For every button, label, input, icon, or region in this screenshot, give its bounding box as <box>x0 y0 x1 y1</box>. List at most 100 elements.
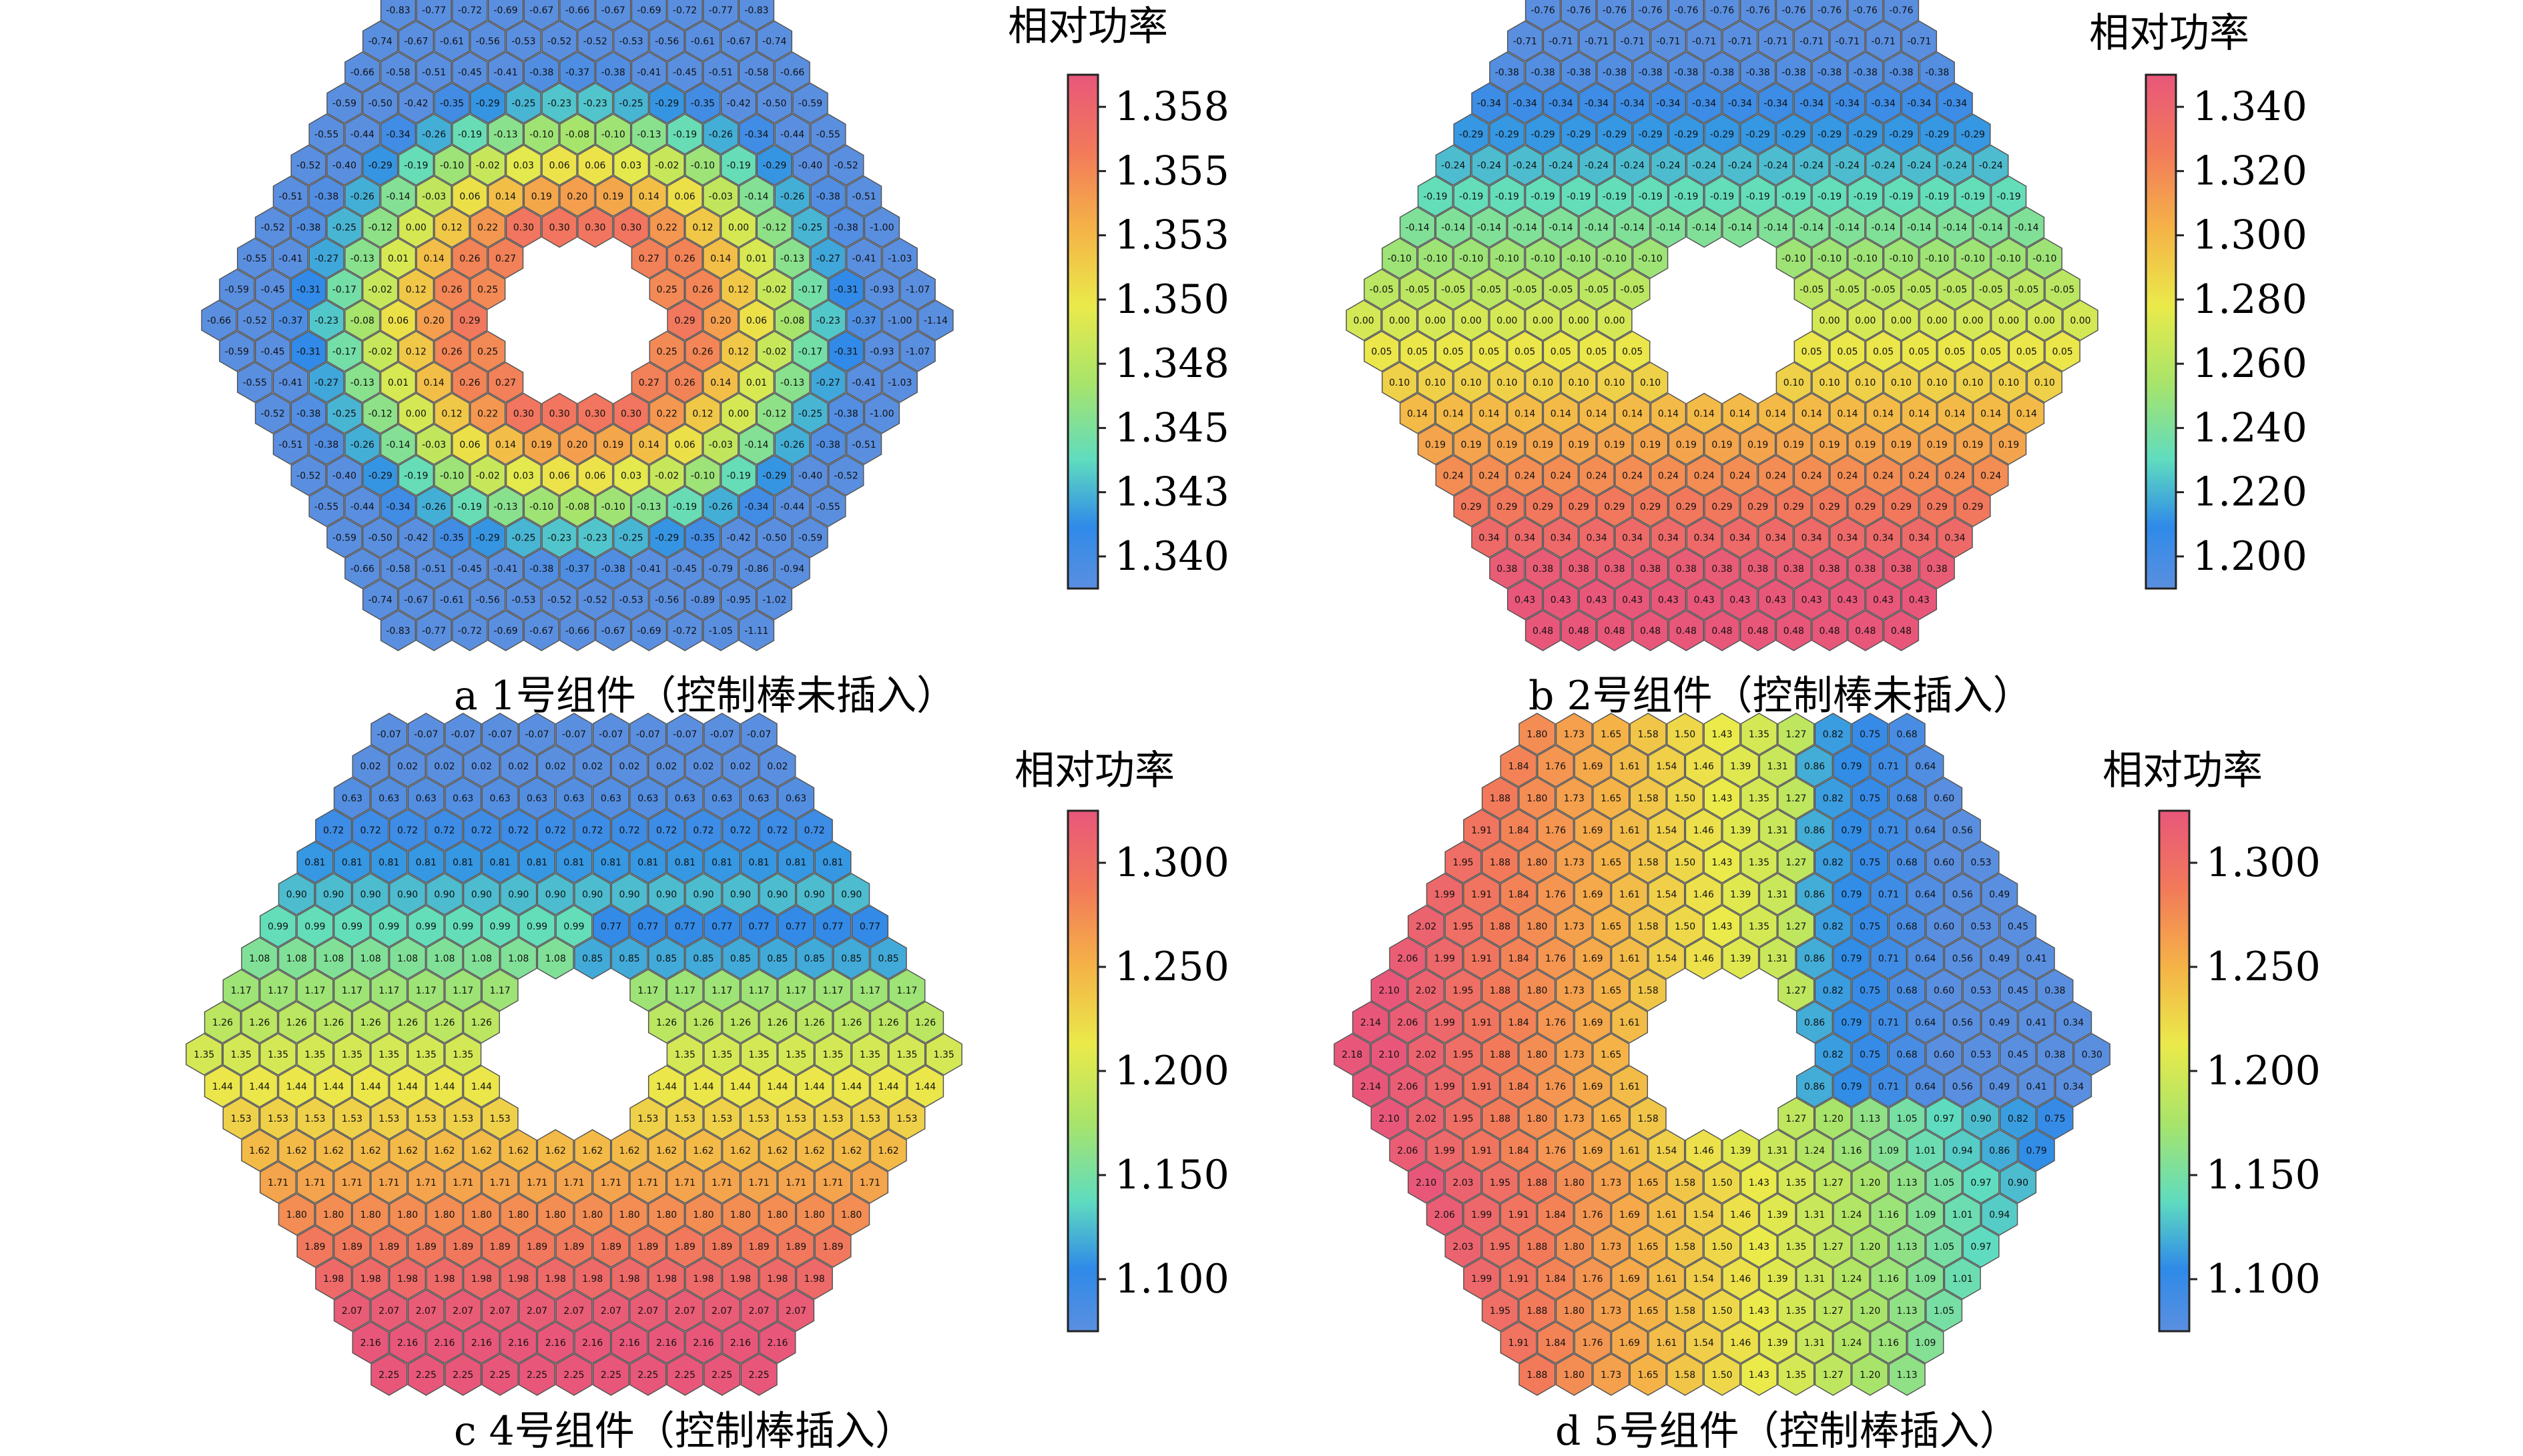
hex-cell-label: 2.25 <box>712 1370 732 1381</box>
hex-cell-label: 1.91 <box>1508 1274 1529 1285</box>
hex-cell <box>1489 51 1525 93</box>
hex-cell <box>685 20 721 62</box>
hex-cell-label: -0.38 <box>1854 67 1878 78</box>
hex-cell-label: -0.52 <box>547 37 571 47</box>
hex-cell-label: 0.38 <box>1891 564 1912 575</box>
hex-cell-label: 1.35 <box>1785 1370 1806 1381</box>
hex-cell <box>1793 392 1830 434</box>
hex-cell <box>1901 20 1938 62</box>
hex-cell-label: -0.10 <box>1961 254 1985 264</box>
hex-cell-label: -0.05 <box>1907 285 1931 296</box>
hex-cell <box>1793 144 1830 186</box>
hex-cell-label: -0.76 <box>1603 5 1627 16</box>
hex-cell <box>906 1001 944 1044</box>
hex-cell-label: 1.62 <box>767 1146 788 1156</box>
hex-cell-label: 0.06 <box>459 440 480 450</box>
hex-cell-label: 0.00 <box>1891 316 1912 326</box>
hex-cell-label: -0.19 <box>404 471 428 482</box>
hex-cell <box>722 1001 760 1044</box>
hex-cell-label: 0.22 <box>657 409 677 420</box>
hex-cell <box>777 841 815 883</box>
hex-cell <box>1561 113 1597 155</box>
hex-cell-label: 2.07 <box>416 1306 437 1317</box>
hex-cell <box>416 548 452 589</box>
hex-cell-label: 1.91 <box>1471 1082 1492 1092</box>
hex-cell-label: 0.14 <box>1765 409 1786 420</box>
hex-cell <box>1453 238 1489 279</box>
hex-cell-label: 1.39 <box>1730 761 1751 772</box>
hex-cell-label: -0.17 <box>798 285 822 296</box>
hex-cell-label: 1.46 <box>1730 1274 1751 1285</box>
hex-cell <box>1937 330 1973 372</box>
hex-cell <box>278 873 315 916</box>
hex-cell-label: 1.69 <box>1619 1210 1640 1220</box>
hex-cell-label: 0.05 <box>1837 347 1858 358</box>
hex-cell <box>1919 51 1955 93</box>
hex-cell-label: 0.10 <box>1389 378 1410 388</box>
hex-cell-label: 1.84 <box>1508 889 1529 900</box>
hex-cell-label: -0.07 <box>562 729 586 740</box>
hex-cell <box>481 1225 519 1268</box>
hex-cell-label: -0.38 <box>1781 67 1805 78</box>
hex-cell-label: -0.66 <box>565 5 589 16</box>
hex-cell <box>1435 392 1472 434</box>
hex-cell-label: 0.20 <box>567 440 587 450</box>
hex-cell-label: 1.88 <box>1526 1178 1547 1188</box>
hex-cell <box>1435 330 1472 372</box>
hex-cell-label: -0.52 <box>834 161 858 171</box>
hex-cell <box>470 206 506 248</box>
hex-cell-label: -0.76 <box>1746 5 1770 16</box>
hex-cell-label: 0.63 <box>342 793 362 804</box>
hex-cell <box>416 175 452 217</box>
hex-cell <box>370 841 408 883</box>
hex-cell <box>870 937 907 980</box>
hex-cell-label: 1.98 <box>693 1274 714 1285</box>
hex-cell-label: 1.27 <box>1823 1370 1844 1381</box>
hex-cell <box>463 745 501 787</box>
hex-cell <box>290 206 327 248</box>
hex-cell <box>1417 300 1454 341</box>
hex-cell <box>759 937 796 980</box>
hex-cell-label: -0.25 <box>332 409 356 420</box>
hex-cell-label: 0.20 <box>710 316 731 326</box>
hex-cell <box>1561 424 1597 465</box>
hex-cell-label: 0.64 <box>1915 761 1936 772</box>
hex-cell-label: 0.00 <box>1389 316 1410 326</box>
hex-cell-label: 1.80 <box>1564 1306 1585 1317</box>
hex-cell-label: -0.29 <box>762 161 786 171</box>
hex-cell <box>1471 206 1507 248</box>
colorbar-tick-label: 1.280 <box>2193 276 2307 323</box>
hex-cell <box>352 1129 389 1172</box>
hex-cell <box>918 300 954 341</box>
hex-cell <box>315 809 352 851</box>
hex-cell-label: -0.19 <box>727 161 751 171</box>
hex-cell-label: 0.02 <box>656 761 677 772</box>
hex-cell-label: 0.06 <box>674 192 695 202</box>
hex-cell <box>704 713 741 755</box>
hex-cell <box>308 238 344 279</box>
hex-cell-label: 0.00 <box>1998 316 2019 326</box>
hex-cell <box>1489 362 1525 403</box>
colorbar-tick-label: 1.300 <box>2193 212 2307 259</box>
hex-cell-label: 0.00 <box>728 409 749 420</box>
hex-cell <box>1597 51 1633 93</box>
hex-cell-label: -0.26 <box>350 440 374 450</box>
hex-cell <box>523 486 560 527</box>
hex-cell <box>555 713 593 755</box>
hex-cell <box>1830 454 1866 496</box>
hex-cell <box>1722 206 1758 248</box>
hex-cell <box>315 1001 352 1044</box>
hex-cell <box>574 809 611 851</box>
hex-cell-label: 0.29 <box>1747 502 1768 512</box>
hex-cell <box>1489 548 1525 589</box>
hex-cell-label: -0.07 <box>710 729 734 740</box>
hex-cell <box>518 713 556 755</box>
hex-cell-label: 1.73 <box>1564 986 1585 996</box>
hex-cell-label: -0.29 <box>1603 129 1627 140</box>
hex-cell-label: 1.62 <box>249 1146 270 1156</box>
hex-cell-label: 1.26 <box>249 1018 270 1028</box>
hex-cell <box>2044 330 2080 372</box>
hex-cell-label: -0.52 <box>834 471 858 482</box>
hex-cell <box>1650 144 1687 186</box>
hex-cell <box>774 175 810 217</box>
